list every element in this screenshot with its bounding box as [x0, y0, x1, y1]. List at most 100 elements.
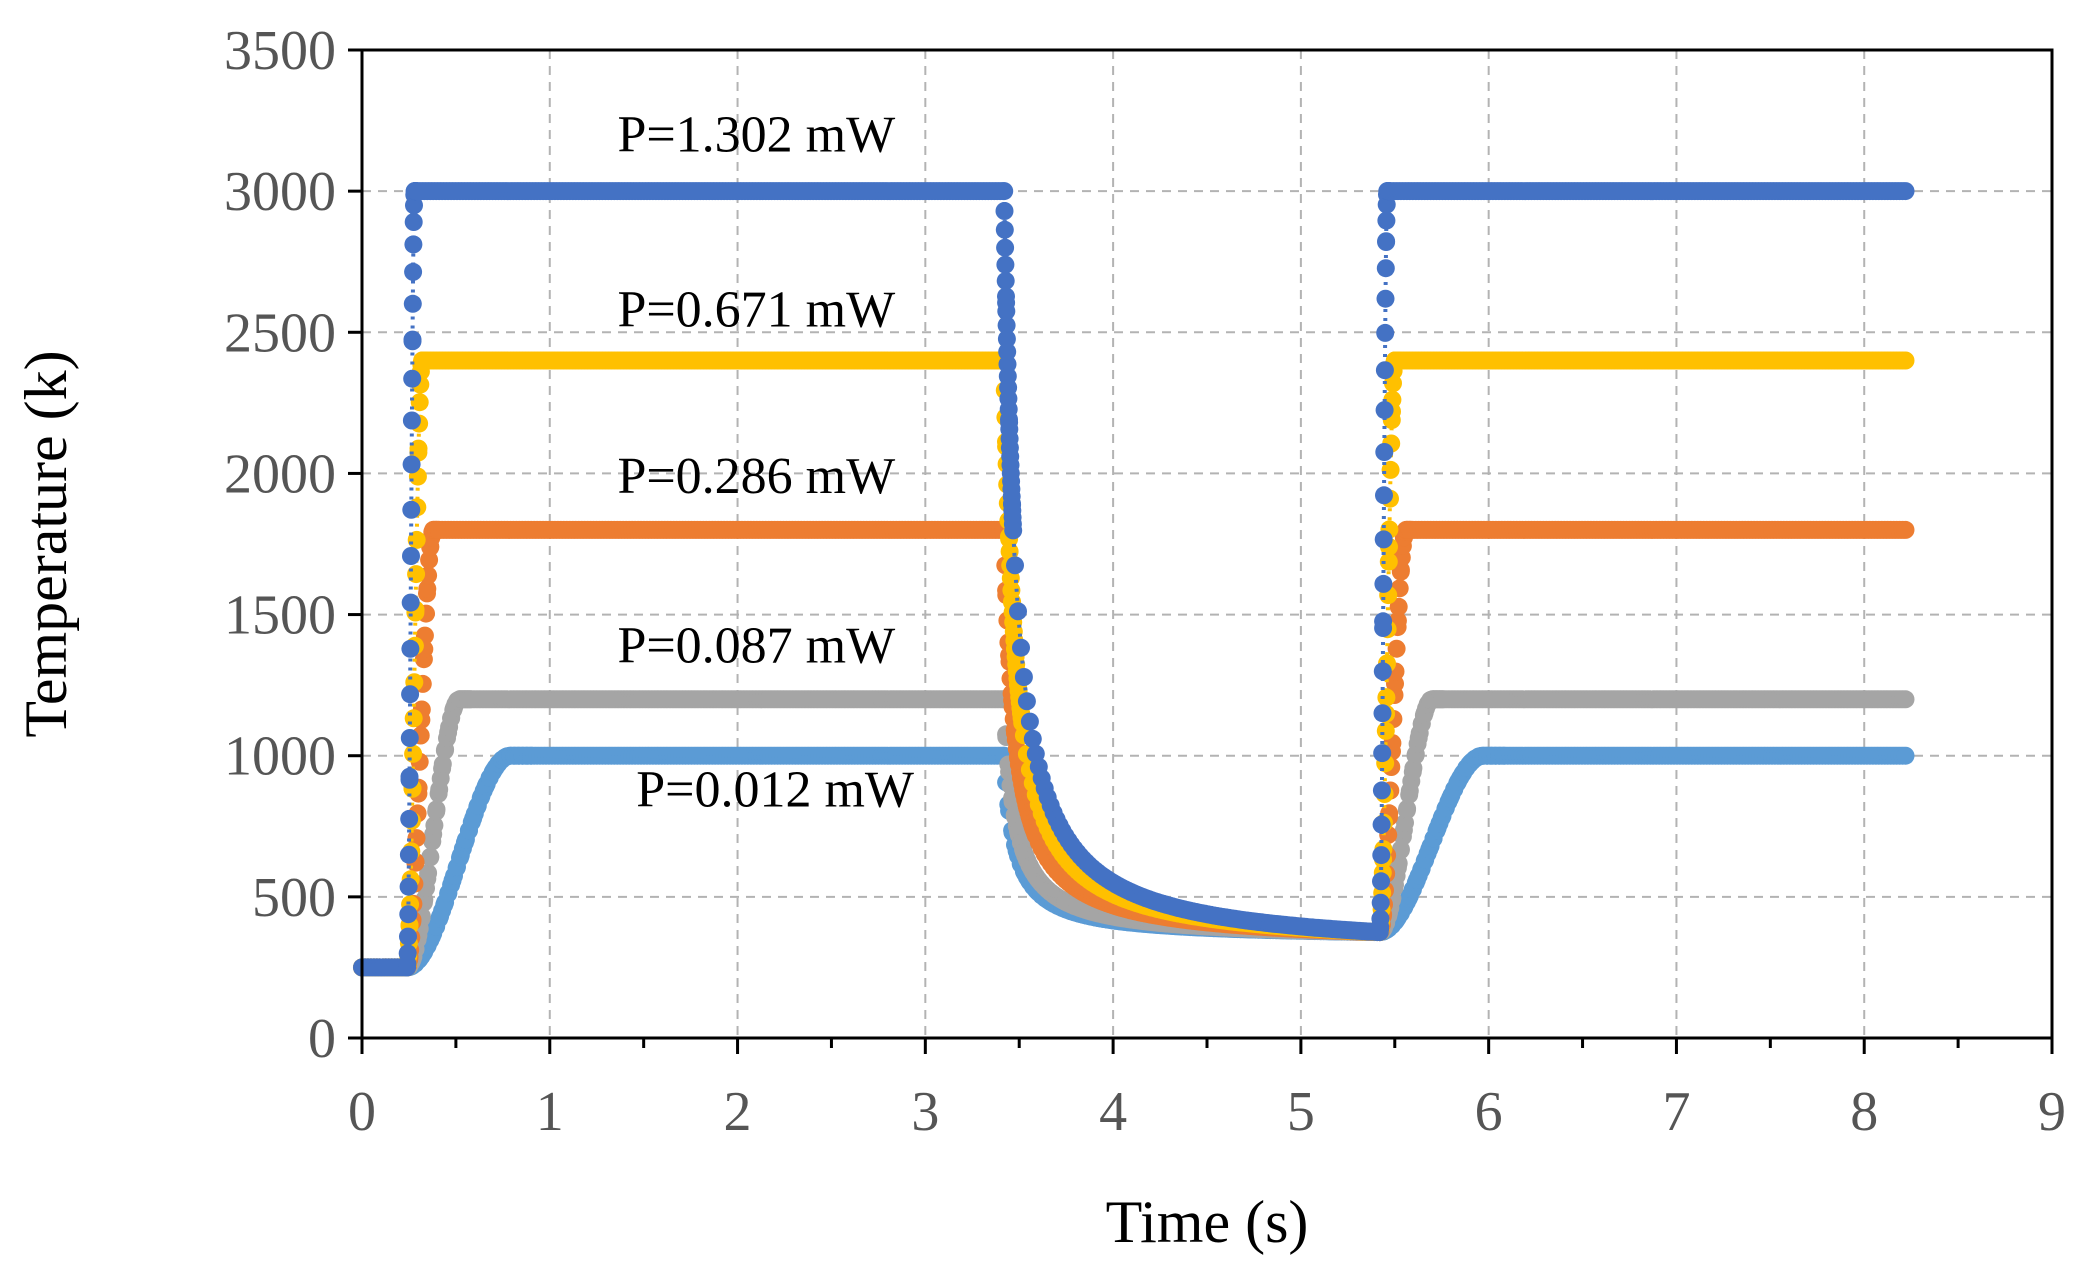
data-point	[1375, 401, 1394, 420]
y-tick-label: 1500	[224, 585, 336, 647]
x-tick-label: 1	[536, 1081, 564, 1143]
x-tick-label: 8	[1850, 1081, 1878, 1143]
data-point	[418, 579, 437, 598]
data-point	[399, 845, 418, 864]
data-point	[402, 455, 421, 474]
data-point	[421, 847, 440, 866]
data-point	[1376, 259, 1395, 278]
data-point	[402, 411, 421, 430]
data-point	[1389, 597, 1408, 616]
x-tick-label: 0	[348, 1081, 376, 1143]
series-label: P=1.302 mW	[617, 107, 895, 164]
y-tick-label: 2000	[224, 443, 336, 505]
data-point	[1398, 799, 1417, 818]
data-point	[409, 439, 428, 458]
data-point	[1020, 712, 1039, 731]
data-point	[1375, 361, 1394, 380]
data-point	[1387, 639, 1406, 658]
data-point	[1377, 232, 1396, 251]
data-point	[1000, 542, 1019, 561]
data-point	[1375, 443, 1394, 461]
data-point	[995, 182, 1014, 201]
series-0.012-mW	[353, 746, 1915, 977]
x-tick-label: 3	[911, 1081, 939, 1143]
data-point	[1376, 289, 1395, 308]
data-point	[1371, 909, 1390, 928]
data-point	[1896, 182, 1915, 201]
data-point	[402, 500, 421, 519]
y-axis-title: Temperature (k)	[13, 350, 79, 737]
data-point	[1006, 556, 1024, 575]
data-point	[400, 729, 419, 747]
x-axis-title: Time (s)	[1106, 1189, 1309, 1255]
series-label: P=0.286 mW	[617, 448, 895, 505]
data-point	[1012, 638, 1030, 657]
data-point	[1371, 893, 1390, 912]
data-point	[1374, 530, 1393, 549]
data-point	[1009, 602, 1027, 621]
data-point	[997, 316, 1016, 335]
series-layer	[353, 182, 1915, 977]
data-point	[997, 302, 1016, 321]
data-point	[1374, 574, 1393, 593]
data-point	[401, 685, 420, 704]
x-tick-label: 4	[1099, 1081, 1127, 1143]
data-point	[1373, 662, 1392, 681]
data-point	[1374, 612, 1393, 631]
data-point	[400, 809, 419, 828]
y-tick-label: 3500	[224, 20, 336, 82]
y-tick-label: 500	[252, 867, 336, 929]
data-point	[1014, 668, 1033, 686]
data-point	[1896, 690, 1915, 709]
data-point	[1372, 815, 1391, 834]
annotation-layer: P=1.302 mW P=0.671 mW P=0.286 mW P=0.087 mW…	[617, 107, 914, 819]
x-tick-label: 7	[1662, 1081, 1690, 1143]
data-point	[1372, 872, 1390, 891]
data-point	[403, 294, 422, 313]
data-point	[399, 927, 417, 946]
data-point	[1376, 721, 1395, 740]
data-point	[996, 271, 1015, 290]
series-label: P=0.012 mW	[636, 762, 914, 819]
data-point	[404, 709, 423, 728]
data-point	[1373, 704, 1392, 723]
series-connector-line	[362, 358, 1906, 970]
series-label: P=0.087 mW	[617, 618, 895, 675]
y-tick-label: 3000	[224, 161, 336, 223]
x-tick-label: 2	[724, 1081, 752, 1143]
y-tick-label: 2500	[224, 302, 336, 364]
data-point	[1375, 486, 1393, 505]
data-point	[1376, 323, 1395, 342]
data-point	[997, 329, 1016, 348]
data-point	[1004, 521, 1023, 540]
data-point	[1023, 729, 1042, 748]
x-tick-label: 9	[2038, 1081, 2066, 1143]
data-point	[404, 235, 423, 254]
series-0.087-mW	[353, 690, 1915, 977]
data-point	[427, 800, 446, 819]
data-point	[404, 744, 423, 763]
data-point	[402, 547, 420, 565]
data-point	[419, 864, 438, 882]
data-point	[404, 213, 423, 231]
data-point	[1373, 744, 1392, 763]
data-point	[1377, 688, 1396, 707]
series-0.671-mW	[353, 351, 1915, 977]
data-point	[425, 816, 444, 835]
y-tick-label: 0	[308, 1008, 336, 1070]
y-tick-label: 1000	[224, 726, 336, 788]
data-point	[401, 639, 420, 658]
data-point	[1017, 692, 1036, 711]
series-connector-line	[362, 189, 1906, 970]
data-point	[995, 220, 1014, 239]
data-point	[996, 238, 1015, 257]
data-point	[1372, 781, 1391, 800]
tick-layer: 0 1 2 3 4 5 6 7 8 9 0 500 1000 1500 2000 2500 3000 3500	[224, 20, 2066, 1143]
data-point	[399, 905, 418, 924]
data-point	[433, 755, 452, 774]
x-tick-label: 5	[1287, 1081, 1315, 1143]
data-point	[1372, 846, 1391, 865]
x-tick-label: 6	[1475, 1081, 1503, 1143]
data-point	[410, 393, 429, 412]
